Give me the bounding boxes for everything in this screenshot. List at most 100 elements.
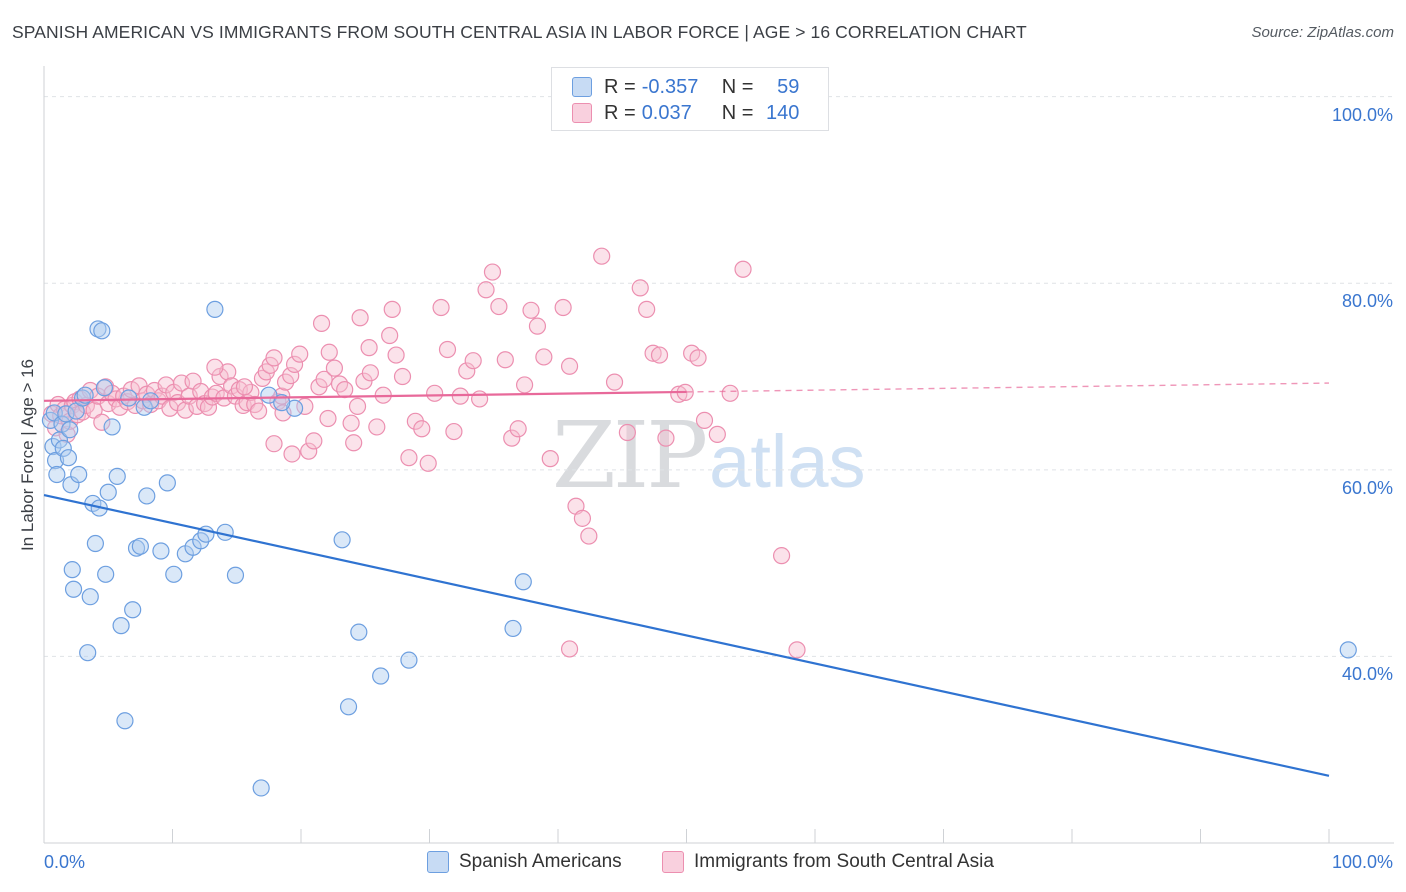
immigrant-point — [772, 547, 791, 565]
immigrant-point — [560, 640, 579, 658]
trend-line-immigrants-extrapolated — [686, 382, 1330, 393]
immigrant-point — [249, 402, 268, 420]
legend-swatch-blue — [427, 851, 449, 873]
legend-item-spanish-americans: Spanish Americans — [427, 851, 622, 873]
spanish-american-point — [120, 389, 138, 407]
spanish-american-point — [112, 617, 130, 635]
immigrant-point — [695, 411, 714, 429]
spanish-american-point — [350, 623, 368, 641]
series-legend: Spanish Americans Immigrants from South … — [0, 851, 1406, 877]
immigrant-point — [206, 358, 224, 376]
spanish-american-point — [93, 322, 111, 340]
immigrant-point — [361, 364, 379, 382]
legend-n-key: N = — [721, 75, 754, 98]
spanish-american-point — [46, 451, 65, 470]
spanish-american-point — [158, 474, 176, 492]
immigrant-point — [360, 339, 378, 357]
watermark-atlas: atlas — [709, 420, 866, 503]
immigrant-point — [305, 432, 323, 450]
immigrant-point — [593, 247, 611, 265]
legend-n-value: 59 — [777, 75, 800, 98]
immigrant-point — [426, 384, 444, 402]
immigrant-point — [503, 429, 521, 447]
x-tick-label-max: 100.0% — [1331, 852, 1393, 872]
immigrant-point — [387, 346, 405, 364]
legend-row-immigrants: R = 0.037 N = 140 — [572, 101, 799, 125]
immigrant-point — [734, 260, 752, 278]
legend-n-key: N = — [721, 101, 754, 124]
spanish-american-point — [64, 580, 83, 598]
immigrant-point — [522, 301, 540, 319]
legend-swatch-blue — [572, 77, 592, 97]
spanish-american-point — [514, 573, 532, 591]
immigrant-point — [638, 300, 656, 318]
spanish-american-point — [339, 698, 358, 716]
immigrant-point — [325, 359, 344, 377]
y-tick-label-80: 80.0% — [1341, 291, 1393, 312]
immigrant-point — [618, 423, 636, 442]
spanish-american-point — [152, 542, 170, 560]
immigrant-point — [528, 317, 547, 335]
spanish-american-point — [79, 644, 97, 662]
immigrant-point — [644, 344, 662, 362]
chart-title: SPANISH AMERICAN VS IMMIGRANTS FROM SOUT… — [12, 22, 1027, 42]
spanish-american-point — [131, 537, 149, 555]
immigrant-point — [471, 390, 489, 408]
series-spanish-americans — [41, 300, 1357, 797]
immigrant-point — [445, 422, 463, 441]
immigrant-point — [650, 346, 669, 364]
immigrant-point — [509, 420, 527, 438]
immigrant-point — [573, 509, 592, 527]
legend-r-key: R = — [604, 75, 636, 98]
legend-r-value: 0.037 — [641, 101, 692, 124]
immigrant-point — [605, 373, 624, 391]
immigrant-point — [631, 279, 649, 297]
immigrant-point — [345, 434, 363, 452]
immigrant-point — [541, 450, 559, 468]
immigrant-point — [721, 384, 739, 402]
spanish-american-point — [70, 465, 88, 484]
spanish-american-point — [142, 392, 160, 410]
spanish-american-point — [504, 619, 522, 638]
immigrant-point — [670, 385, 688, 403]
trend-lines — [43, 382, 1330, 777]
series-immigrants-south-central-asia — [43, 247, 806, 659]
immigrant-point — [477, 281, 495, 299]
spanish-american-point — [57, 405, 75, 423]
immigrant-point — [483, 263, 502, 281]
spanish-american-point — [333, 531, 351, 549]
spanish-american-point — [81, 588, 99, 606]
immigrant-point — [265, 435, 283, 453]
immigrant-point — [413, 420, 431, 438]
spanish-american-point — [95, 379, 113, 397]
immigrant-point — [438, 340, 457, 359]
watermark-zip: ZIP — [552, 402, 708, 509]
y-tick-label-40: 40.0% — [1341, 664, 1393, 685]
legend-n-value: 140 — [766, 101, 800, 124]
immigrant-point — [235, 378, 254, 396]
immigrant-point — [490, 297, 508, 316]
immigrant-point — [300, 442, 318, 460]
immigrant-point — [788, 641, 806, 659]
immigrant-point — [708, 425, 726, 443]
immigrant-point — [283, 445, 301, 463]
immigrant-point — [432, 298, 450, 317]
immigrant-point — [320, 343, 338, 361]
immigrant-point — [85, 401, 103, 419]
immigrant-point — [219, 363, 237, 381]
immigrant-point — [273, 387, 291, 405]
spanish-american-point — [54, 439, 72, 457]
immigrant-point — [400, 449, 418, 467]
spanish-american-point — [108, 467, 126, 485]
spanish-american-point — [138, 487, 156, 505]
immigrant-point — [560, 357, 579, 375]
immigrant-point — [93, 413, 111, 431]
immigrant-point — [282, 367, 300, 385]
immigrant-point — [689, 349, 707, 367]
immigrant-point — [348, 397, 367, 415]
immigrant-point — [312, 314, 331, 332]
spanish-american-point — [73, 389, 92, 407]
immigrant-point — [383, 300, 401, 318]
spanish-american-point — [165, 565, 183, 583]
spanish-american-point — [116, 712, 134, 730]
